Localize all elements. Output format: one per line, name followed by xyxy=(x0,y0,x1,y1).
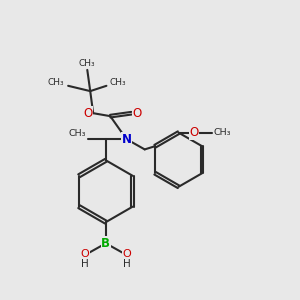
Text: B: B xyxy=(101,237,110,250)
Text: N: N xyxy=(122,133,131,146)
Text: O: O xyxy=(81,249,89,259)
Text: H: H xyxy=(123,259,130,269)
Text: CH₃: CH₃ xyxy=(214,128,232,137)
Text: CH₃: CH₃ xyxy=(47,78,64,87)
Text: O: O xyxy=(132,107,141,120)
Text: O: O xyxy=(189,126,199,139)
Text: CH₃: CH₃ xyxy=(79,59,96,68)
Text: O: O xyxy=(122,249,131,259)
Text: CH₃: CH₃ xyxy=(109,78,126,87)
Text: O: O xyxy=(83,107,92,120)
Text: CH₃: CH₃ xyxy=(68,129,86,138)
Text: H: H xyxy=(81,259,89,269)
